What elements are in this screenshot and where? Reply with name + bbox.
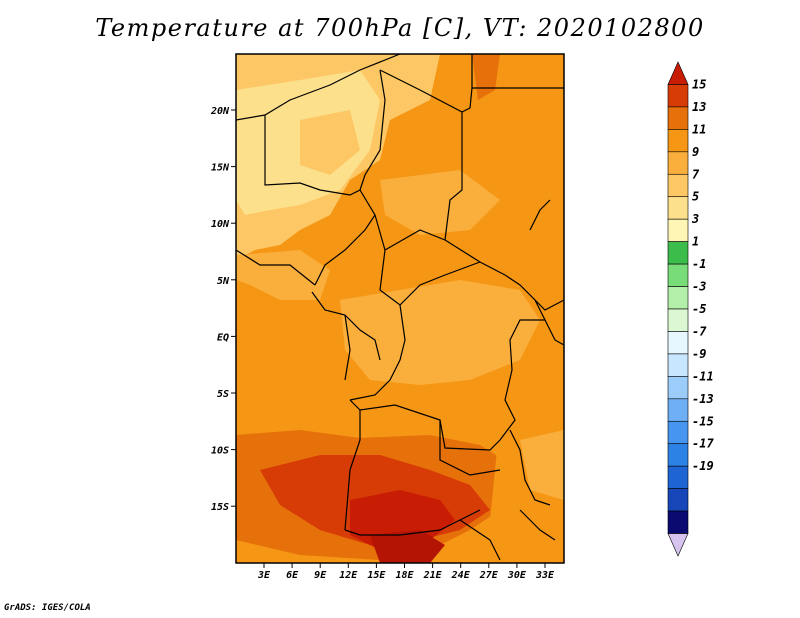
lat-label: 5S: [217, 389, 229, 400]
latitude-axis: 20N 15N 10N 5N EQ 5S 10S 15S: [210, 106, 236, 513]
lon-label: 27E: [479, 570, 499, 581]
lon-label: 6E: [286, 570, 299, 581]
lon-label: 3E: [257, 570, 271, 581]
colorbar-segment: [667, 106, 689, 130]
lon-label: 18E: [395, 570, 414, 581]
lon-label: 24E: [451, 570, 471, 581]
colorbar-label: -1: [692, 257, 706, 271]
colorbar-segment: [667, 308, 689, 332]
colorbar-segment: [667, 196, 689, 220]
lon-label: 9E: [314, 570, 327, 581]
colorbar-segment: [667, 510, 689, 534]
colorbar-label: -15: [692, 414, 714, 428]
colorbar-segment: [667, 84, 689, 108]
lat-label: 15S: [211, 502, 229, 513]
lat-label: 15N: [211, 163, 230, 174]
colorbar-label: 1: [692, 235, 699, 249]
colorbar-segment: [667, 218, 689, 242]
colorbar-segment: [667, 286, 689, 310]
lon-label: 12E: [339, 570, 358, 581]
lon-label: 30E: [507, 570, 527, 581]
lon-label: 21E: [423, 570, 443, 581]
colorbar-segment: [667, 488, 689, 512]
colorbar-label: -13: [692, 392, 714, 406]
colorbar-label: -7: [692, 324, 707, 338]
colorbar-label: 7: [692, 167, 700, 181]
colorbar-label: -17: [692, 437, 714, 451]
longitude-axis: 3E 6E 9E 12E 15E 18E 21E 24E 27E 30E 33E: [257, 563, 555, 581]
colorbar-segment: [667, 129, 689, 153]
colorbar-segment: [667, 353, 689, 377]
colorbar-label: -9: [692, 347, 706, 361]
lat-label: 10N: [211, 219, 230, 230]
lat-label: 5N: [217, 276, 230, 287]
credit-label: GrADS: IGES/COLA: [4, 603, 91, 613]
colorbar-label: 5: [692, 190, 699, 204]
colorbar-segment: [667, 173, 689, 198]
colorbar-segment: [667, 331, 689, 355]
colorbar-label: -19: [692, 459, 714, 473]
colorbar-min-arrow: [667, 533, 689, 557]
colorbar-label: 9: [692, 145, 699, 159]
colorbar-label: 3: [691, 212, 699, 226]
colorbar-segment: [667, 465, 689, 489]
colorbar-label: 11: [692, 122, 706, 136]
colorbar-label: 15: [692, 77, 706, 91]
colorbar-segment: [667, 398, 689, 422]
colorbar-segment: [667, 420, 689, 445]
colorbar-segment: [667, 263, 689, 287]
colorbar-label: -3: [692, 280, 706, 294]
lat-label: 20N: [210, 106, 230, 117]
colorbar-label: -5: [692, 302, 706, 316]
colorbar-label: 13: [692, 100, 706, 114]
lon-label: 33E: [535, 570, 555, 581]
colorbar-segment: [667, 241, 689, 265]
colorbar: 15 13 11 9 7 5 3 1 -1 -3 -5 -7 -9 -11 -13 -15 -17 -19: [667, 61, 714, 557]
colorbar-segment: [667, 151, 689, 175]
map-frame: [235, 53, 565, 564]
colorbar-label: -11: [692, 369, 714, 383]
country-borders: [236, 54, 564, 561]
colorbar-max-arrow: [667, 61, 689, 85]
chart-title: Temperature at 700hPa [C], VT: 202010280…: [95, 14, 705, 42]
colorbar-segment: [667, 443, 689, 467]
lat-label: EQ: [217, 332, 229, 343]
lon-label: 15E: [367, 570, 386, 581]
lat-label: 10S: [211, 446, 229, 457]
colorbar-segment: [667, 376, 689, 400]
